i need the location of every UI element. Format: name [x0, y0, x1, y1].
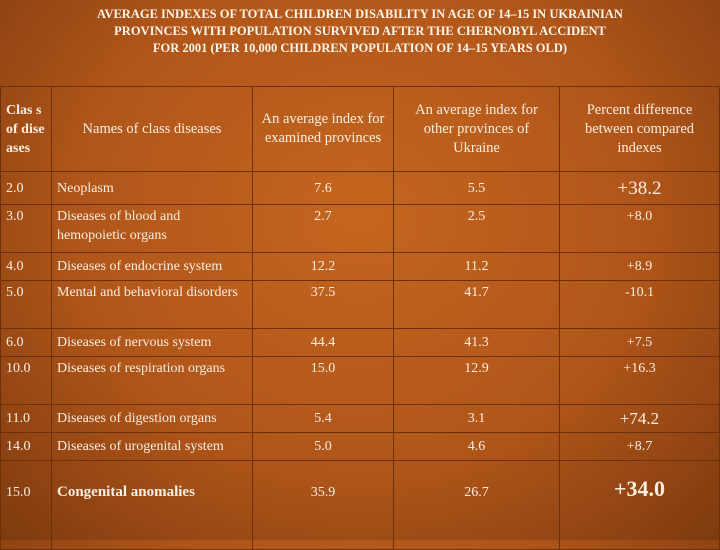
table-cell: Neoplasm — [51, 171, 253, 205]
header-row: Clas s of dise ases Names of class diseas… — [0, 86, 720, 172]
header-cell: Names of class diseases — [51, 86, 253, 172]
table-cell: 3.0 — [0, 204, 52, 253]
table-cell: Diseases of endocrine system — [51, 252, 253, 281]
title-line: AVERAGE INDEXES OF TOTAL CHILDREN DISABI… — [97, 7, 623, 21]
table-cell: Congenital anomalies — [51, 460, 253, 550]
table-cell: 12.9 — [393, 356, 560, 405]
table-cell: Diseases of respiration organs — [51, 356, 253, 405]
table-cell: -10.1 — [559, 280, 720, 329]
table-cell: 5.0 — [0, 280, 52, 329]
table-cell: 11.2 — [393, 252, 560, 281]
table-row: 15.0 Congenital anomalies 35.9 26.7 +34.0 — [0, 460, 720, 550]
header-cell: An average index for examined provinces — [252, 86, 394, 172]
table-cell: 5.0 — [252, 432, 394, 461]
table-cell: 2.7 — [252, 204, 394, 253]
table-cell: 2.0 — [0, 171, 52, 205]
title-line: PROVINCES WITH POPULATION SURVIVED AFTER… — [114, 24, 606, 38]
table-cell: 4.0 — [0, 252, 52, 281]
table-cell: 7.6 — [252, 171, 394, 205]
table-row: 4.0 Diseases of endocrine system 12.2 11.2 +… — [0, 252, 720, 281]
table-row: 14.0 Diseases of urogenital system 5.0 4.6 +… — [0, 432, 720, 461]
table-cell: 5.5 — [393, 171, 560, 205]
table-cell: Mental and behavioral disorders — [51, 280, 253, 329]
table-row: 3.0 Diseases of blood and hemopoietic org… — [0, 204, 720, 253]
table-cell: 2.5 — [393, 204, 560, 253]
table-row: 5.0 Mental and behavioral disorders 37.5 41… — [0, 280, 720, 329]
table-cell: Diseases of digestion organs — [51, 404, 253, 433]
table-cell: +8.9 — [559, 252, 720, 281]
table-cell: +38.2 — [559, 171, 720, 205]
table-row: 6.0 Diseases of nervous system 44.4 41.3 +7.… — [0, 328, 720, 357]
table-cell: Diseases of blood and hemopoietic organs — [51, 204, 253, 253]
table-cell: 14.0 — [0, 432, 52, 461]
table-cell: 15.0 — [0, 460, 52, 550]
table-cell: 4.6 — [393, 432, 560, 461]
table-cell: Diseases of nervous system — [51, 328, 253, 357]
table-cell: 11.0 — [0, 404, 52, 433]
table-cell: 41.7 — [393, 280, 560, 329]
table-cell: 44.4 — [252, 328, 394, 357]
table-cell: +7.5 — [559, 328, 720, 357]
table-cell: 3.1 — [393, 404, 560, 433]
title: AVERAGE INDEXES OF TOTAL CHILDREN DISABI… — [0, 0, 720, 86]
table-cell: 6.0 — [0, 328, 52, 357]
data-table: Clas s of dise ases Names of class diseas… — [0, 86, 720, 550]
header-cell: An average index for other provinces of … — [393, 86, 560, 172]
table-cell: Diseases of urogenital system — [51, 432, 253, 461]
title-line: FOR 2001 (PER 10,000 CHILDREN POPULATION… — [152, 41, 568, 55]
header-cell: Clas s of dise ases — [0, 86, 52, 172]
table-cell: +8.0 — [559, 204, 720, 253]
table-cell: 35.9 — [252, 460, 394, 550]
table-cell: 26.7 — [393, 460, 560, 550]
table-cell: 15.0 — [252, 356, 394, 405]
table-cell: 41.3 — [393, 328, 560, 357]
header-cell: Percent difference between compared inde… — [559, 86, 720, 172]
table-cell: +74.2 — [559, 404, 720, 433]
table-cell: 12.2 — [252, 252, 394, 281]
table-cell: 10.0 — [0, 356, 52, 405]
table-row: 11.0 Diseases of digestion organs 5.4 3.1 +7… — [0, 404, 720, 433]
table-cell: +34.0 — [559, 460, 720, 550]
table-row: 10.0 Diseases of respiration organs 15.0 12… — [0, 356, 720, 405]
table-cell: 37.5 — [252, 280, 394, 329]
table-cell: 5.4 — [252, 404, 394, 433]
table-cell: +16.3 — [559, 356, 720, 405]
table-cell: +8.7 — [559, 432, 720, 461]
table-row: 2.0 Neoplasm 7.6 5.5 +38.2 — [0, 171, 720, 205]
